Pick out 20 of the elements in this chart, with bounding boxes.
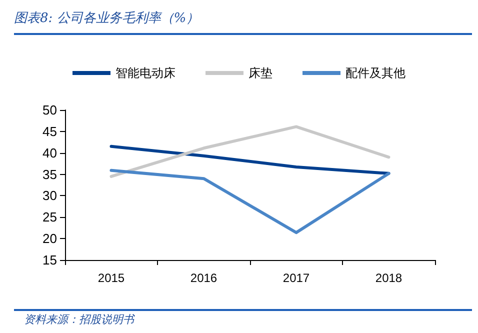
- legend-label: 配件及其他: [346, 66, 406, 80]
- y-tick-label: 20: [42, 231, 57, 246]
- line-series: [110, 168, 390, 234]
- y-tick-label: 30: [42, 188, 57, 204]
- y-tick-label: 40: [42, 145, 57, 160]
- x-tick-label: 2016: [190, 271, 218, 285]
- line-series: [110, 144, 390, 175]
- text: 资料来源：招股说明书: [24, 312, 134, 327]
- y-tick-label: 35: [42, 166, 57, 182]
- line-series: [110, 125, 390, 178]
- x-tick-label: 2017: [282, 271, 310, 285]
- y-tick-label: 25: [42, 210, 57, 225]
- y-tick-label: 50: [42, 102, 57, 118]
- x-tick-label: 2018: [375, 271, 402, 285]
- legend-label: 智能电动床: [116, 66, 176, 80]
- y-tick-label: 45: [42, 124, 57, 139]
- legend-label: 床垫: [248, 66, 272, 80]
- chart-title: 图表8: 公司各业务毛利率（%）: [14, 10, 200, 27]
- y-tick-label: 15: [42, 252, 57, 268]
- x-tick-label: 2015: [98, 271, 125, 285]
